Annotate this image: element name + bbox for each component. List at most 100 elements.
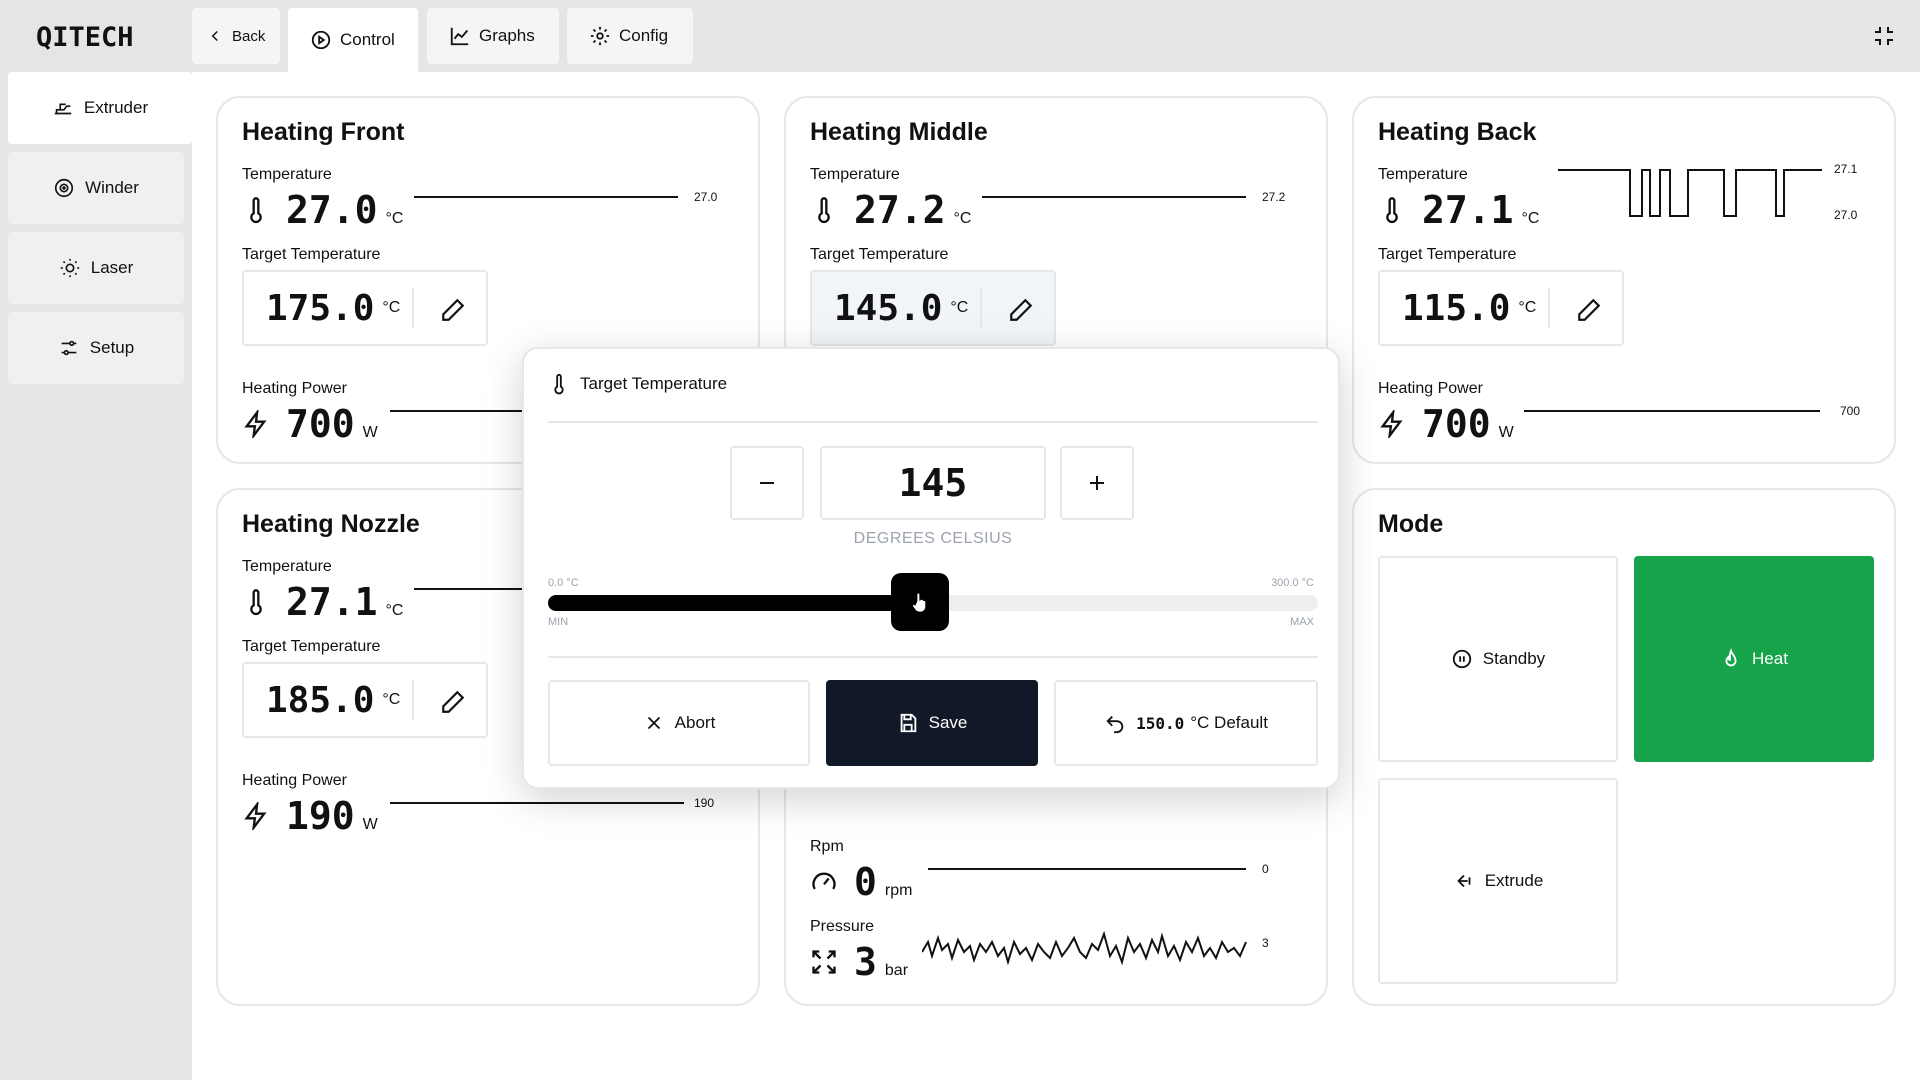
divider	[412, 680, 414, 720]
top-bar: QITECH Back Control Graphs Config	[0, 0, 1920, 72]
temperature-sparkline	[982, 196, 1246, 198]
tab-control[interactable]: Control	[288, 8, 418, 72]
slider-thumb[interactable]	[890, 573, 949, 631]
line-chart-icon	[450, 27, 469, 46]
sidebar-item-label: Extruder	[83, 98, 149, 117]
gauge-icon	[812, 872, 836, 890]
target-temperature-unit: °C	[950, 299, 969, 316]
rpm-sparkline	[928, 868, 1246, 870]
temperature-unit: °C	[953, 210, 972, 227]
slider-min-caption: MIN	[548, 616, 569, 628]
divider	[980, 288, 982, 328]
temperature-readout: 27.0 °C	[242, 188, 403, 232]
pencil-icon[interactable]	[1008, 297, 1034, 323]
abort-label: Abort	[674, 713, 716, 732]
pressure-value: 3	[854, 940, 877, 984]
divider	[1548, 288, 1550, 328]
sidebar-item-laser[interactable]: Laser	[8, 232, 184, 304]
reset-default-button[interactable]: 150.0 °C Default	[1054, 680, 1318, 766]
thermometer-icon	[250, 589, 262, 616]
temperature-label: Temperature	[242, 166, 332, 183]
card-title: Heating Front	[242, 118, 405, 146]
target-temperature-label: Target Temperature	[242, 638, 381, 655]
slider-fill	[548, 595, 920, 611]
temperature-unit: °C	[385, 210, 404, 227]
minimize-icon[interactable]	[1872, 24, 1896, 48]
decrement-button[interactable]	[730, 446, 804, 520]
standby-label: Standby	[1482, 649, 1546, 668]
expand-arrows-icon	[812, 950, 836, 974]
default-label: °C Default	[1190, 713, 1268, 732]
sidebar-item-setup[interactable]: Setup	[8, 312, 184, 384]
heating-power-readout: 700 W	[242, 402, 378, 446]
tab-graphs[interactable]: Graphs	[427, 8, 559, 64]
temperature-sparkline	[414, 588, 524, 590]
pencil-icon[interactable]	[1576, 297, 1602, 323]
sidebar-item-extruder[interactable]: Extruder	[8, 72, 192, 144]
sun-icon	[60, 258, 79, 278]
target-temperature-unit: °C	[382, 299, 401, 316]
temperature-slider[interactable]	[548, 573, 1318, 631]
sliders-icon	[61, 340, 77, 356]
target-temperature-label: Target Temperature	[242, 246, 381, 263]
heating-power-label: Heating Power	[242, 380, 347, 397]
target-temperature-dialog: Target Temperature 145 DEGREES CELSIUS 0…	[522, 347, 1340, 789]
back-button[interactable]: Back	[192, 8, 280, 64]
mode-card: Mode Standby Heat Extrude	[1352, 488, 1896, 1006]
pencil-icon[interactable]	[440, 689, 466, 715]
temperature-sparkline	[414, 196, 678, 198]
save-button[interactable]: Save	[826, 680, 1038, 766]
target-temperature-label: Target Temperature	[1378, 246, 1517, 263]
sparkline-value: 3	[1262, 936, 1269, 950]
target-temperature-value: 115.0	[1402, 287, 1511, 329]
sparkline-high-value: 27.1	[1834, 162, 1858, 176]
pressure-label: Pressure	[810, 918, 875, 935]
abort-button[interactable]: Abort	[548, 680, 810, 766]
slider-max-value: 300.0 °C	[1271, 577, 1314, 589]
divider	[548, 656, 1318, 658]
thermometer-icon	[1386, 197, 1398, 224]
heat-label: Heat	[1752, 649, 1788, 668]
rpm-value: 0	[854, 860, 877, 904]
sidebar: Extruder Winder Laser Setup	[0, 72, 192, 1080]
heat-button[interactable]: Heat	[1634, 556, 1874, 762]
rpm-readout: 0 rpm	[810, 860, 912, 904]
temperature-input[interactable]: 145	[820, 446, 1046, 520]
rpm-unit: rpm	[884, 882, 913, 899]
sidebar-item-winder[interactable]: Winder	[8, 152, 184, 224]
sparkline-value: 190	[694, 796, 715, 810]
divider	[412, 288, 414, 328]
heating-power-unit: W	[362, 816, 378, 833]
temperature-readout: 27.1 °C	[242, 580, 403, 624]
temperature-value: 27.1	[1422, 188, 1514, 232]
card-title: Heating Nozzle	[242, 510, 420, 538]
dialog-title: Target Temperature	[580, 374, 728, 393]
target-temperature-box: 175.0 °C	[242, 270, 488, 346]
target-temperature-box: 185.0 °C	[242, 662, 488, 738]
extrude-button[interactable]: Extrude	[1378, 778, 1618, 984]
extrude-label: Extrude	[1484, 871, 1544, 890]
heating-back-card: Heating Back Temperature 27.1 °C 27.1 27…	[1352, 96, 1896, 464]
target-temperature-value: 175.0	[266, 287, 375, 329]
target-temperature-unit: °C	[1518, 299, 1537, 316]
temperature-unit: °C	[1521, 210, 1540, 227]
floppy-disk-icon	[900, 713, 916, 733]
temperature-label: Temperature	[1378, 166, 1468, 183]
sidebar-item-label: Setup	[89, 338, 135, 357]
back-label: Back	[232, 27, 266, 45]
temperature-sparkline	[1558, 169, 1822, 217]
tab-config[interactable]: Config	[567, 8, 693, 64]
temperature-value: 27.0	[286, 188, 378, 232]
standby-button[interactable]: Standby	[1378, 556, 1618, 762]
pressure-unit: bar	[884, 962, 909, 979]
target-temperature-value: 145.0	[834, 287, 943, 329]
heating-power-value: 700	[1422, 402, 1491, 446]
temperature-value: 27.2	[854, 188, 946, 232]
heating-power-unit: W	[362, 424, 378, 441]
undo-icon	[1106, 715, 1124, 734]
temperature-label: Temperature	[242, 558, 332, 575]
target-temperature-label: Target Temperature	[810, 246, 949, 263]
pencil-icon[interactable]	[440, 297, 466, 323]
temperature-readout: 27.2 °C	[810, 188, 971, 232]
increment-button[interactable]	[1060, 446, 1134, 520]
